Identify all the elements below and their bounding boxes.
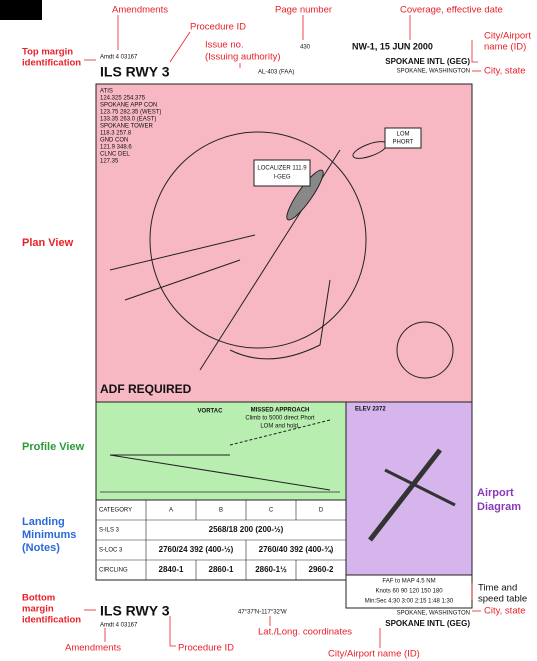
comm-line: 123.75 282.35 (WEST) [100, 110, 161, 116]
annotation: City, state [484, 606, 526, 617]
table-cell: S-ILS 3 [99, 528, 120, 534]
comm-line: SPOKANE APP CON [100, 103, 157, 109]
annotation: City/Airport name (ID) [328, 649, 420, 660]
table-cell: S-LOC 3 [99, 548, 123, 554]
table-cell: 2568/18 200 (200-½) [209, 525, 284, 534]
comm-line: 124.325 254.375 [100, 96, 146, 102]
amdt: Amdt 4 03167 [100, 55, 138, 61]
comm-line: CLNC DEL [100, 152, 130, 158]
comm-line: 133.35 263.0 (EAST) [100, 117, 156, 123]
annotation: Procedure ID [178, 643, 234, 654]
airport-name: SPOKANE INTL (GEG) [385, 57, 470, 66]
table-cell: 2840-1 [159, 565, 184, 574]
elev-label: ELEV 2372 [355, 407, 386, 413]
table-cell: D [319, 508, 324, 514]
time-row: Knots 60 90 120 150 180 [375, 589, 443, 595]
city-state: SPOKANE, WASHINGTON [397, 611, 470, 617]
annotation: Issue no. [205, 40, 244, 51]
leader [170, 32, 190, 62]
table-cell: CATEGORY [99, 508, 132, 514]
comm-line: ATIS [100, 89, 113, 95]
coverage: NW-1, 15 JUN 2000 [352, 41, 433, 51]
diagram: LOCALIZER 111.9 I-GEG LOM PHORT ATIS124.… [0, 0, 537, 661]
leader [170, 616, 176, 646]
comm-line: SPOKANE TOWER [100, 124, 153, 130]
table-cell: B [219, 508, 223, 514]
amdt: Amdt 4 03167 [100, 623, 138, 629]
annotation: margin [22, 604, 54, 615]
annotation: identification [22, 58, 81, 69]
loc-box [254, 160, 310, 186]
table-cell: 2860-1 [209, 565, 234, 574]
table-cell: 2960-2 [309, 565, 334, 574]
localizer-label: I-GEG [273, 175, 290, 181]
annotation: Lat./Long. coordinates [258, 627, 352, 638]
comm-line: GND CON [100, 138, 128, 144]
annotation: (Issuing authority) [205, 52, 281, 63]
city-state: SPOKANE, WASHINGTON [397, 69, 470, 75]
table-cell: 2860-1½ [255, 565, 287, 574]
section-label: Minimums [22, 529, 76, 541]
annotation: identification [22, 615, 81, 626]
annotation: Time and [478, 583, 517, 594]
page-number: 430 [300, 45, 311, 51]
annotation: City/Airport [484, 31, 531, 42]
annotation: Amendments [65, 643, 121, 654]
section-label: Plan View [22, 237, 74, 249]
annotation: Page number [275, 5, 332, 16]
lat-long: 47°37'N-117°32'W [238, 610, 287, 616]
annotation: Amendments [112, 5, 168, 16]
annotation: speed table [478, 594, 527, 605]
time-row: FAF to MAP 4.5 NM [382, 579, 435, 585]
section-label: (Notes) [22, 542, 60, 554]
annotation: name (ID) [484, 42, 526, 53]
section-label: Profile View [22, 441, 85, 453]
corner-block [0, 0, 42, 20]
annotation: Bottom [22, 593, 55, 604]
table-cell: CIRCLING [99, 568, 128, 574]
adf-note: ADF REQUIRED [100, 382, 192, 396]
annotation: City, state [484, 66, 526, 77]
missed-label: Climb to 5000 direct Phort [245, 416, 315, 422]
table-cell: A [169, 508, 173, 514]
comm-line: 127.35 [100, 159, 119, 165]
vortac-label: VORTAC [198, 409, 224, 415]
airport-name: SPOKANE INTL (GEG) [385, 619, 470, 628]
table-cell: C [269, 508, 274, 514]
section-label: Diagram [477, 501, 521, 513]
procedure-id: ILS RWY 3 [100, 64, 170, 80]
procedure-id: ILS RWY 3 [100, 603, 170, 619]
lom-label: PHORT [393, 140, 414, 146]
missed-label: MISSED APPROACH [251, 408, 310, 414]
annotation: Procedure ID [190, 22, 246, 33]
lom-label: LOM [396, 132, 409, 138]
time-row: Min:Sec 4:30 3:00 2:15 1:48 1:30 [365, 599, 454, 605]
comm-line: 121.9 348.6 [100, 145, 132, 151]
missed-label: LOM and hold. [260, 424, 300, 430]
authority: AL-403 (FAA) [258, 70, 294, 76]
table-cell: 2760/40 392 (400-¾) [259, 545, 334, 554]
comm-line: 118.3 257.8 [100, 131, 132, 137]
annotation: Top margin [22, 47, 73, 58]
annotation: Coverage, effective date [400, 5, 503, 16]
leader [472, 40, 478, 62]
table-cell: 2760/24 392 (400-½) [159, 545, 234, 554]
section-label: Landing [22, 516, 65, 528]
localizer-label: LOCALIZER 111.9 [257, 166, 307, 172]
section-label: Airport [477, 487, 514, 499]
